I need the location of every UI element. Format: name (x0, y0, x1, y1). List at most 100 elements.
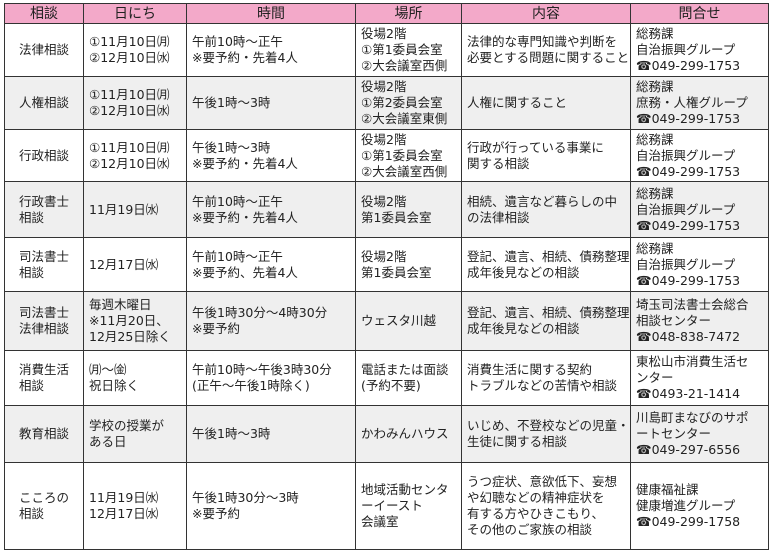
text-line: ※要予約・先着4人 (192, 155, 298, 171)
table-row: 法律相談 ①11月10日㈪ ②12月10日㈬ 午前10時～正午 ※要予約・先着4人 役場2… (4, 23, 769, 77)
cell-text: 法律相談 (19, 42, 69, 58)
cell-content: 行政が行っている事業に 関する相談 (461, 129, 631, 182)
cell-text: 行政が行っている事業に 関する相談 (467, 140, 625, 172)
text-line: ①11月10日㈪ (89, 139, 170, 155)
cell-time: 午前10時～正午 ※要予約・先着4人 (186, 23, 356, 77)
cell-text: 午後1時～3時 ※要予約・先着4人 (192, 140, 350, 172)
text-line: ②12月10日㈬ (89, 155, 170, 171)
phone-number: ☎049-299-1753 (636, 163, 741, 179)
text-line: 消費生活に関する契約 (467, 362, 593, 377)
text-line: ①11月10日㈪ (89, 87, 170, 102)
text-line: 人権に関すること (467, 95, 568, 110)
cell-content: 法律的な専門知識や判断を 必要とする問題に関すること (461, 23, 631, 77)
table-row: こころの 相談 11月19日㈬ 12月17日㈬ 午後1時30分～3時 ※要予約 地域活動セン… (4, 462, 769, 550)
cell-place: 役場2階 ①第1委員会室 ②大会議室西側 (355, 129, 462, 182)
cell-text: 役場2階 第1委員会室 (361, 249, 456, 281)
cell-date: 11月19日㈬ 12月17日㈬ (83, 462, 187, 550)
text-line: 行政書士 (18, 193, 69, 209)
cell-text: うつ症状、意欲低下、妄想 や幻聴などの精神症状を 有する方やひきこもり、 その他のご家… (467, 474, 625, 538)
cell-consultation-type: 行政相談 (4, 129, 84, 182)
text-line: かわみんハウス (361, 426, 449, 441)
cell-text: こころの 相談 (19, 490, 69, 522)
text-line: 教育相談 (18, 426, 69, 441)
table-row: 行政相談 ①11月10日㈪ ②12月10日㈬ 午後1時～3時 ※要予約・先着4人 役場2階… (4, 129, 769, 182)
text-line: 電話または面談 (361, 362, 449, 377)
cell-text: 登記、遺言、相続、債務整理、 成年後見などの相談 (467, 249, 630, 281)
cell-text: 12月17日㈬ (89, 257, 181, 273)
text-line: 相談 (18, 264, 44, 280)
cell-contact: 東松山市消費生活セ ンター ☎0493-21-1414 (630, 350, 769, 406)
cell-text: 法律的な専門知識や判断を 必要とする問題に関すること (467, 34, 629, 66)
cell-text: 学校の授業が ある日 (89, 418, 181, 450)
text-line: 司法書士 (18, 248, 69, 264)
text-line: 役場2階 (361, 248, 407, 264)
cell-place: ウェスタ川越 (355, 291, 462, 351)
phone-number: ☎049-299-1758 (636, 514, 741, 529)
cell-contact: 健康福祉課 健康増進グループ ☎049-299-1758 (630, 462, 769, 550)
text-line: 役場2階 (361, 79, 407, 94)
text-line: 会議室 (361, 514, 399, 529)
text-line: 川島町まなびのサポ (636, 410, 749, 425)
text-line: (正午～午後1時除く) (192, 378, 310, 393)
text-line: (予約不要) (361, 378, 421, 393)
cell-time: 午後1時～3時 (186, 405, 356, 463)
cell-content: 登記、遺言、相続、債務整理、 成年後見などの相談 (461, 291, 631, 351)
cell-text: 消費生活 相談 (19, 362, 69, 394)
text-line: こころの (18, 490, 69, 505)
text-line: 12月17日㈬ (89, 256, 159, 272)
text-line: 午後1時～3時 (192, 95, 271, 110)
cell-contact: 総務課 自治振興グループ ☎049-299-1753 (630, 23, 769, 77)
cell-consultation-type: 法律相談 (4, 23, 84, 77)
text-line: ※要予約 (192, 321, 240, 336)
text-line: 相続、遺言など暮らしの中 (467, 193, 618, 209)
cell-text: ①11月10日㈪ ②12月10日㈬ (89, 34, 181, 66)
text-line: 第1委員会室 (361, 209, 432, 225)
cell-text: 消費生活に関する契約 トラブルなどの苦情や相談 (467, 362, 625, 394)
cell-time: 午後1時～3時 (186, 76, 356, 130)
text-line: 役場2階 (361, 193, 407, 209)
text-line: 成年後見などの相談 (467, 321, 580, 336)
cell-consultation-type: こころの 相談 (4, 462, 84, 550)
cell-text: 午前10時～午後3時30分 (正午～午後1時除く) (192, 362, 350, 394)
text-line: 毎週木曜日 (89, 297, 152, 312)
text-line: 相談 (18, 209, 44, 225)
cell-text: 相続、遺言など暮らしの中 の法律相談 (467, 194, 625, 226)
text-line: 11月19日㈬ (89, 490, 159, 505)
text-line: 午後1時30分～4時30分 (192, 305, 328, 320)
text-line: 自治振興グループ (636, 256, 736, 272)
text-line: うつ症状、意欲低下、妄想 (467, 474, 618, 489)
cell-text: 午後1時30分～3時 ※要予約 (192, 490, 350, 522)
cell-date: 毎週木曜日 ※11月20日、 12月25日除く (83, 291, 187, 351)
cell-text: ウェスタ川越 (361, 313, 456, 329)
text-line: 行政が行っている事業に (467, 139, 604, 155)
cell-place: 役場2階 ①第2委員会室 ②大会議室東側 (355, 76, 462, 130)
text-line: 午前10時～正午 (192, 248, 283, 264)
text-line: 消費生活 (18, 362, 69, 377)
cell-text: 司法書士 相談 (19, 249, 69, 281)
phone-number: ☎0493-21-1414 (636, 386, 741, 401)
text-line: 地域活動センタ (361, 482, 449, 497)
text-line: ①第1委員会室 (361, 147, 443, 163)
table-row: 教育相談 学校の授業が ある日 午後1時～3時 かわみんハウス いじめ、不登校などの児童・… (4, 405, 769, 463)
text-line: 法律相談 (18, 42, 69, 57)
phone-number: ☎048-838-7472 (636, 329, 741, 344)
text-line: 健康増進グループ (636, 498, 736, 513)
phone-number: ☎049-299-1753 (636, 58, 741, 73)
cell-text: 教育相談 (19, 426, 69, 442)
text-line: 午前10時～正午 (192, 193, 283, 209)
cell-text: 総務課 庶務・人権グループ ☎049-299-1753 (636, 79, 763, 127)
text-line: ※11月20日、 (89, 313, 169, 328)
text-line: 学校の授業が (89, 418, 165, 433)
header-content: 内容 (461, 3, 631, 24)
text-line: 成年後見などの相談 (467, 264, 580, 280)
text-line: ンター (636, 370, 674, 385)
text-line: 祝日除く (89, 378, 140, 393)
text-line: 午後1時～3時 (192, 426, 271, 441)
cell-text: いじめ、不登校などの児童・ 生徒に関する相談 (467, 418, 630, 450)
text-line: 行政相談 (18, 147, 69, 163)
text-line: ※要予約・先着4人 (192, 50, 298, 65)
table-row: 行政書士 相談 11月19日㈬ 午前10時～正午 ※要予約・先着4人 役場2階 第1委員会室… (4, 181, 769, 238)
cell-text: 総務課 自治振興グループ ☎049-299-1753 (636, 26, 763, 74)
phone-number: ☎049-299-1753 (636, 111, 741, 126)
text-line: 第1委員会室 (361, 264, 432, 280)
